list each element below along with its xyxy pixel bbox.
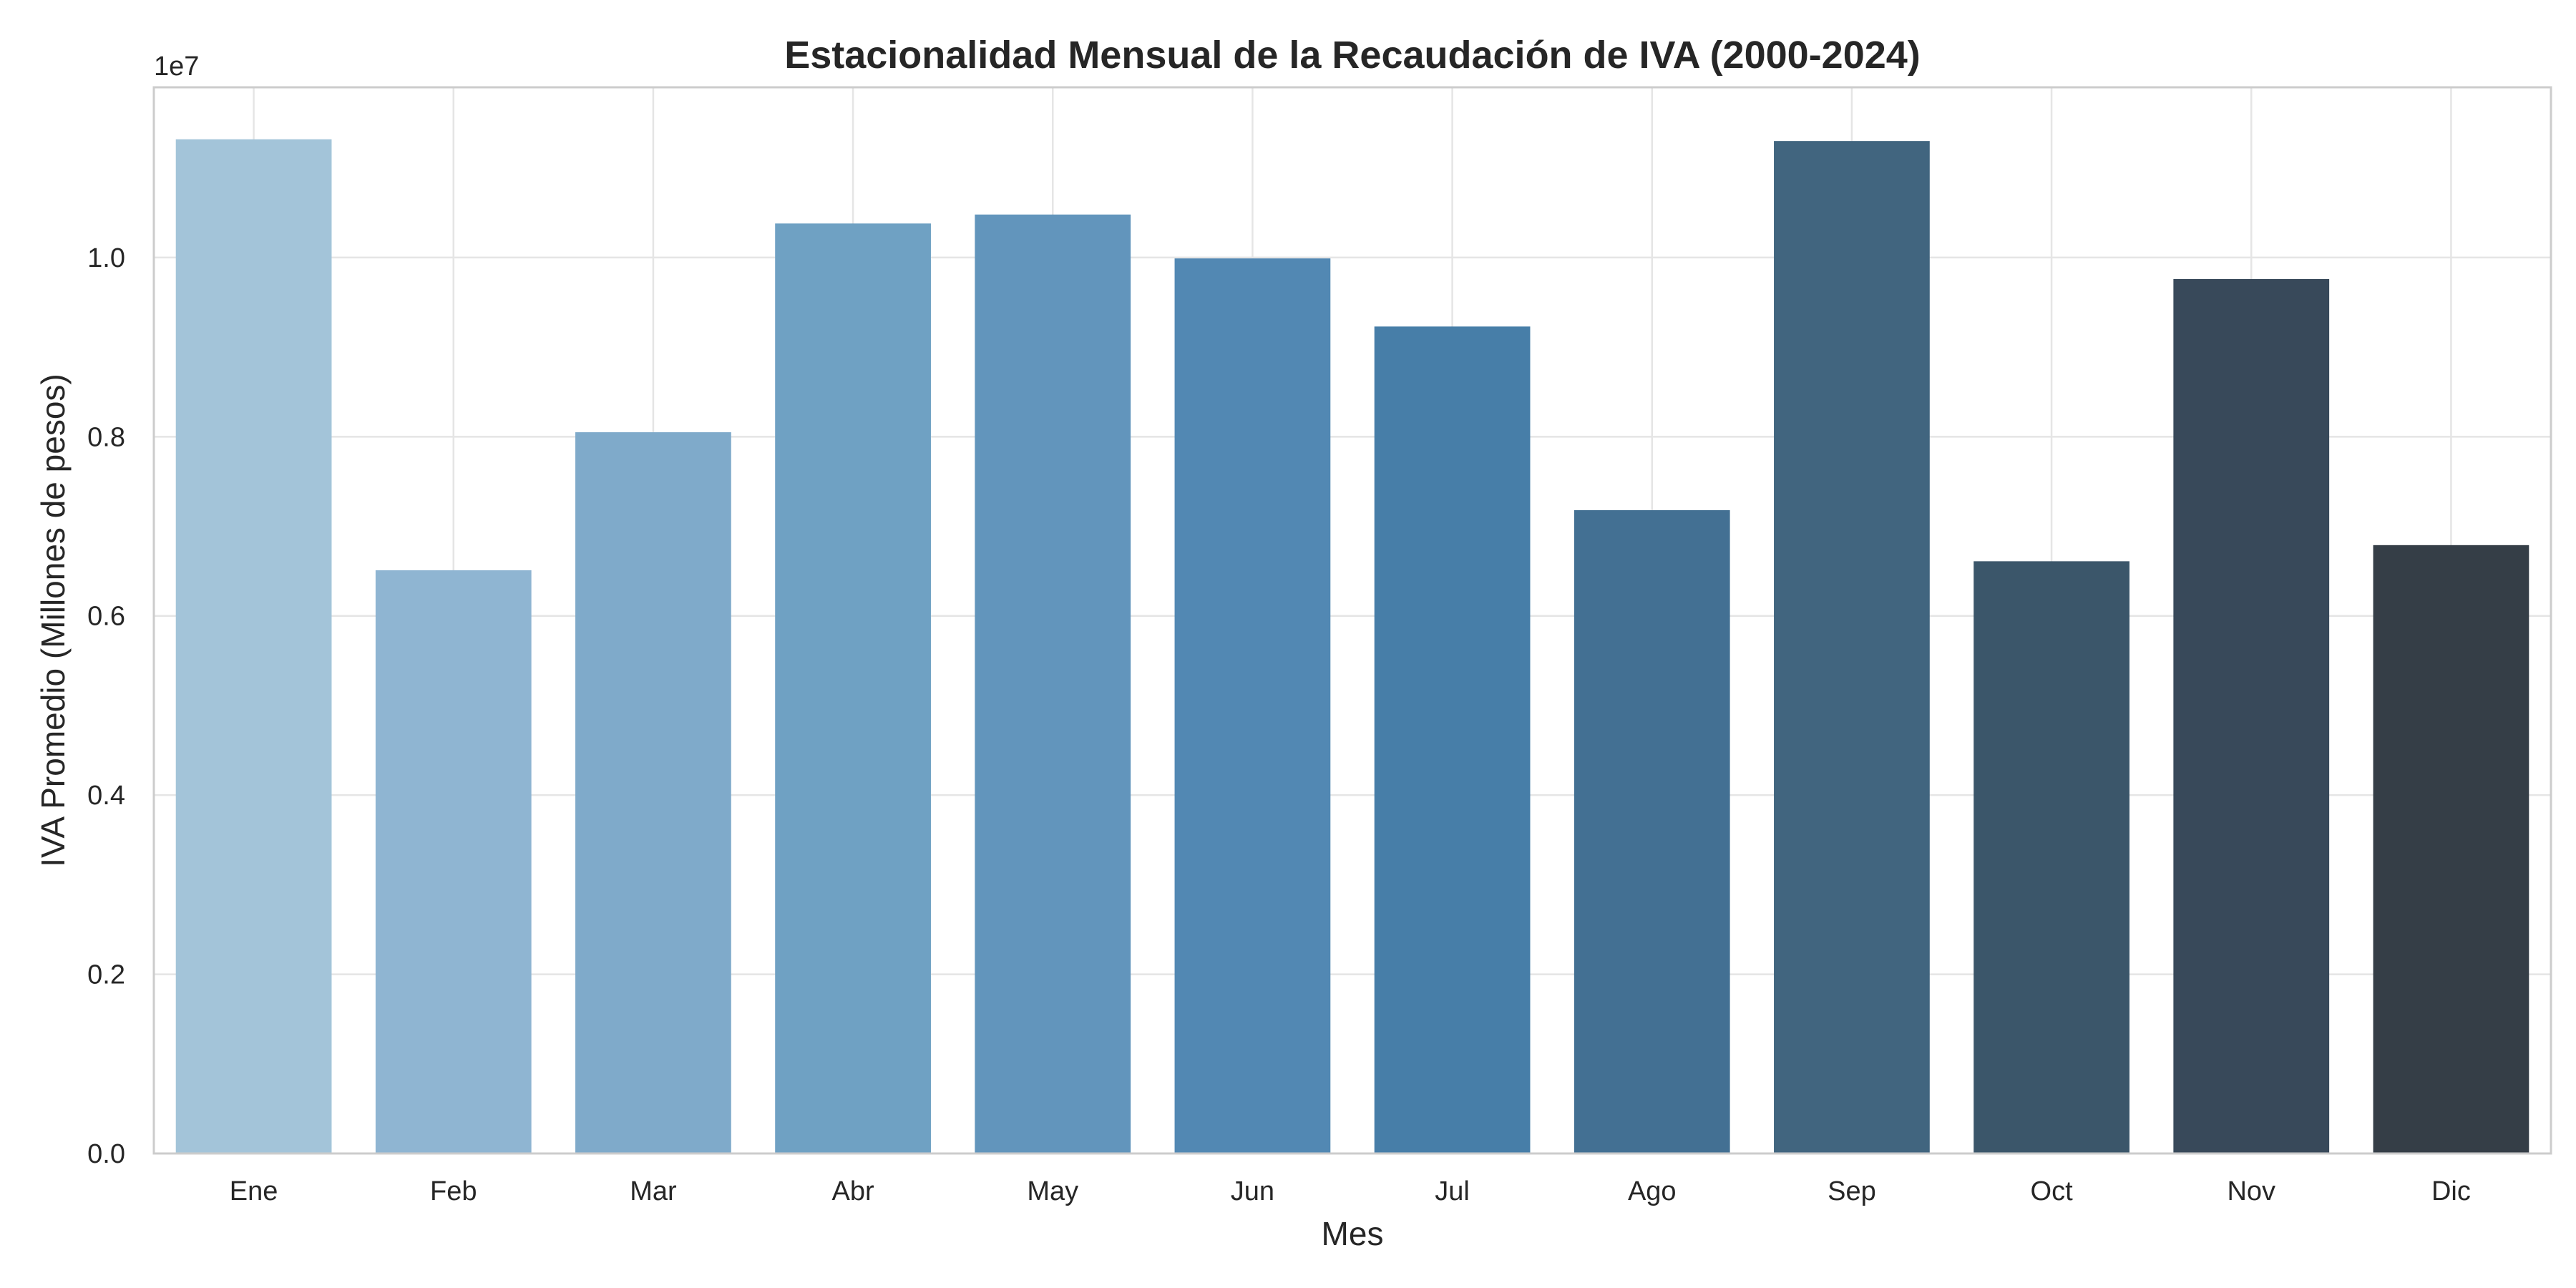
x-tick-label: Mar	[630, 1176, 677, 1206]
x-tick-label: Abr	[832, 1176, 874, 1206]
bar-ago	[1574, 509, 1730, 1153]
x-tick-label: Jul	[1435, 1176, 1470, 1206]
x-tick-labels: Ene Feb Mar Abr May Jun Jul Ago Sep Oct Nov Dic	[230, 1176, 2471, 1206]
bar-jun	[1174, 258, 1331, 1154]
y-axis-label: IVA Promedio (Millones de pesos)	[34, 374, 72, 867]
plot-frame	[152, 86, 2552, 1155]
y-tick-label: 0.2	[87, 960, 125, 990]
y-tick-label: 0.0	[87, 1139, 125, 1169]
y-tick-label: 1.0	[87, 243, 125, 273]
x-tick-label: Jun	[1231, 1176, 1274, 1206]
x-tick-label: Oct	[2031, 1176, 2074, 1206]
bar-layer	[175, 139, 2529, 1154]
y-tick-label: 0.8	[87, 422, 125, 452]
x-tick-label: Dic	[2431, 1176, 2471, 1206]
x-tick-label: May	[1027, 1176, 1078, 1206]
bar-ene	[175, 139, 332, 1154]
bar-mar	[575, 432, 731, 1153]
bar-abr	[775, 223, 931, 1153]
x-tick-label: Sep	[1828, 1176, 1876, 1206]
bar-jul	[1374, 326, 1531, 1153]
x-axis-label: Mes	[1322, 1215, 1384, 1252]
bar-sep	[1774, 141, 1930, 1153]
bar-nov	[2173, 278, 2330, 1153]
bar-oct	[1974, 561, 2129, 1153]
chart-title: Estacionalidad Mensual de la Recaudación…	[784, 34, 1921, 77]
x-tick-label: Ene	[230, 1176, 278, 1206]
y-tick-label: 0.6	[87, 602, 125, 632]
x-tick-label: Ago	[1628, 1176, 1677, 1206]
y-offset-label: 1e7	[154, 52, 199, 82]
x-tick-label: Feb	[430, 1176, 477, 1206]
bar-may	[975, 214, 1131, 1153]
x-tick-label: Nov	[2227, 1176, 2275, 1206]
bar-dic	[2373, 545, 2529, 1153]
y-tick-labels: 0.0 0.2 0.4 0.6 0.8 1.0	[87, 243, 125, 1169]
bar-feb	[375, 570, 532, 1153]
y-tick-label: 0.4	[87, 781, 125, 811]
